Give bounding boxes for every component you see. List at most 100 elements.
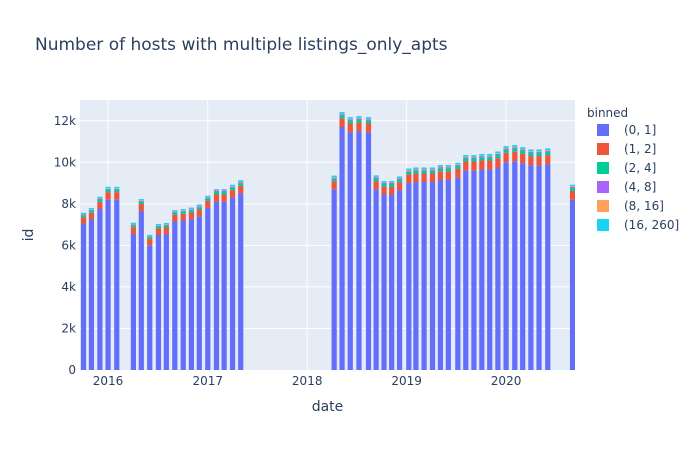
bar-segment-1[interactable] — [396, 182, 403, 191]
bar-segment-0[interactable] — [172, 221, 178, 371]
bar-segment-0[interactable] — [365, 132, 372, 370]
bar-segment-3[interactable] — [528, 151, 534, 153]
bar-segment-0[interactable] — [421, 182, 427, 370]
bar-segment-2[interactable] — [520, 150, 526, 154]
bar-segment-5[interactable] — [356, 116, 362, 118]
bar-segment-5[interactable] — [163, 222, 169, 225]
bar-segment-1[interactable] — [413, 173, 419, 183]
bar-segment-4[interactable] — [455, 164, 461, 165]
bar-segment-3[interactable] — [365, 119, 372, 121]
bar-segment-2[interactable] — [413, 170, 419, 174]
bar-segment-2[interactable] — [512, 148, 518, 152]
bar-segment-5[interactable] — [389, 181, 395, 183]
bar-segment-3[interactable] — [381, 182, 387, 185]
bar-segment-3[interactable] — [172, 211, 178, 213]
bar-segment-4[interactable] — [373, 176, 379, 178]
bar-segment-4[interactable] — [437, 166, 444, 168]
bar-segment-0[interactable] — [429, 182, 436, 370]
bar-segment-1[interactable] — [347, 123, 353, 133]
bar-segment-2[interactable] — [528, 152, 534, 157]
bar-segment-5[interactable] — [373, 175, 379, 177]
bar-segment-0[interactable] — [238, 193, 244, 370]
bar-segment-3[interactable] — [503, 148, 509, 150]
bar-segment-3[interactable] — [88, 209, 95, 211]
bar-segment-1[interactable] — [331, 181, 337, 190]
bar-segment-5[interactable] — [512, 145, 518, 147]
bar-segment-0[interactable] — [213, 201, 220, 370]
bar-segment-0[interactable] — [445, 179, 451, 370]
bar-segment-3[interactable] — [114, 188, 120, 190]
bar-segment-5[interactable] — [196, 204, 202, 206]
bar-segment-3[interactable] — [356, 118, 362, 120]
bar-segment-0[interactable] — [147, 245, 153, 370]
bar-segment-3[interactable] — [130, 224, 136, 226]
bar-segment-5[interactable] — [180, 209, 186, 211]
bar-segment-4[interactable] — [536, 151, 542, 152]
bar-segment-1[interactable] — [381, 186, 387, 195]
bar-segment-2[interactable] — [421, 170, 427, 174]
bar-segment-3[interactable] — [569, 186, 575, 189]
bar-segment-0[interactable] — [455, 177, 461, 370]
bar-segment-5[interactable] — [396, 176, 403, 178]
bar-segment-1[interactable] — [229, 190, 236, 198]
bar-segment-3[interactable] — [331, 177, 337, 179]
bar-segment-2[interactable] — [339, 115, 345, 119]
bar-segment-0[interactable] — [413, 182, 419, 370]
bar-segment-5[interactable] — [479, 154, 485, 156]
bar-segment-1[interactable] — [114, 192, 120, 200]
bar-segment-0[interactable] — [339, 127, 345, 370]
bar-segment-0[interactable] — [114, 199, 120, 370]
bar-segment-4[interactable] — [463, 156, 469, 158]
bar-segment-0[interactable] — [479, 169, 485, 370]
bar-segment-3[interactable] — [238, 182, 244, 184]
bar-segment-3[interactable] — [413, 169, 419, 171]
bar-segment-5[interactable] — [413, 167, 419, 170]
bar-segment-3[interactable] — [487, 156, 493, 158]
bar-segment-2[interactable] — [406, 171, 412, 175]
bar-segment-4[interactable] — [331, 177, 337, 178]
bar-segment-1[interactable] — [569, 190, 575, 200]
bar-segment-0[interactable] — [406, 183, 412, 370]
bar-segment-2[interactable] — [545, 151, 551, 156]
bar-segment-4[interactable] — [339, 113, 345, 115]
bar-segment-1[interactable] — [205, 200, 211, 208]
bar-segment-1[interactable] — [147, 239, 153, 246]
bar-segment-1[interactable] — [545, 155, 551, 165]
bar-segment-2[interactable] — [221, 192, 227, 195]
bar-segment-5[interactable] — [138, 199, 144, 201]
bar-segment-0[interactable] — [80, 223, 87, 370]
bar-segment-3[interactable] — [445, 167, 451, 169]
bar-segment-2[interactable] — [463, 158, 469, 162]
bar-segment-3[interactable] — [455, 164, 461, 167]
bar-segment-0[interactable] — [396, 190, 403, 370]
bar-segment-1[interactable] — [437, 171, 444, 180]
bar-segment-5[interactable] — [455, 162, 461, 165]
bar-segment-0[interactable] — [528, 165, 534, 370]
bar-segment-2[interactable] — [503, 149, 509, 153]
bar-segment-0[interactable] — [373, 189, 379, 370]
bar-segment-2[interactable] — [437, 168, 444, 172]
bar-segment-3[interactable] — [479, 156, 485, 158]
bar-segment-4[interactable] — [221, 190, 227, 192]
bar-segment-0[interactable] — [229, 197, 236, 370]
bar-segment-3[interactable] — [406, 170, 412, 172]
bar-segment-1[interactable] — [88, 212, 95, 220]
bar-segment-5[interactable] — [365, 117, 372, 119]
bar-segment-5[interactable] — [503, 146, 509, 148]
bar-segment-1[interactable] — [479, 160, 485, 170]
bar-segment-0[interactable] — [138, 211, 144, 370]
bar-segment-3[interactable] — [105, 188, 111, 190]
bar-segment-3[interactable] — [147, 236, 153, 238]
bar-segment-3[interactable] — [463, 157, 469, 159]
bar-segment-0[interactable] — [389, 194, 395, 371]
bar-segment-5[interactable] — [205, 195, 211, 198]
bar-segment-5[interactable] — [80, 212, 87, 215]
bar-segment-4[interactable] — [413, 169, 419, 170]
bar-segment-5[interactable] — [238, 180, 244, 182]
bar-segment-5[interactable] — [545, 148, 551, 151]
bar-segment-1[interactable] — [180, 213, 186, 221]
bar-segment-4[interactable] — [520, 148, 526, 150]
bar-segment-1[interactable] — [138, 204, 144, 212]
bar-segment-0[interactable] — [221, 201, 227, 370]
bar-segment-0[interactable] — [331, 189, 337, 370]
